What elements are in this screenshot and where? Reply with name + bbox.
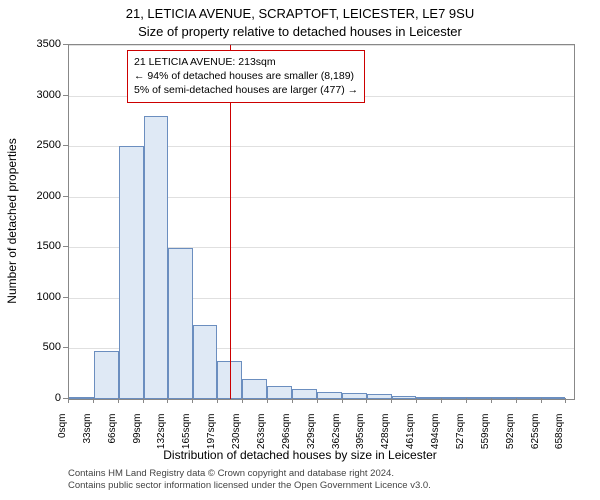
y-tick-label: 1500 (11, 240, 61, 252)
histogram-bar (465, 397, 490, 399)
y-tick-label: 1000 (11, 291, 61, 303)
annotation-box: 21 LETICIA AVENUE: 213sqm ← 94% of detac… (127, 50, 365, 103)
annotation-line1: 21 LETICIA AVENUE: 213sqm (134, 55, 358, 69)
y-tick-label: 500 (11, 341, 61, 353)
y-tick-label: 2000 (11, 190, 61, 202)
histogram-bar (94, 351, 119, 399)
histogram-bar (416, 397, 441, 399)
chart-title: 21, LETICIA AVENUE, SCRAPTOFT, LEICESTER… (0, 6, 600, 21)
chart-subtitle: Size of property relative to detached ho… (0, 24, 600, 39)
annotation-line2: ← 94% of detached houses are smaller (8,… (134, 69, 358, 83)
histogram-bar (515, 397, 540, 399)
histogram-bar (242, 379, 267, 399)
histogram-bar (367, 394, 392, 399)
histogram-bar (317, 392, 342, 399)
histogram-bar (540, 397, 565, 399)
plot-area: 21 LETICIA AVENUE: 213sqm ← 94% of detac… (68, 44, 575, 400)
histogram-bar (342, 393, 367, 399)
histogram-bar (119, 146, 144, 399)
footer-line2: Contains public sector information licen… (68, 480, 573, 492)
chart-footer: Contains HM Land Registry data © Crown c… (68, 468, 573, 493)
histogram-bar (292, 389, 317, 399)
histogram-bar (441, 397, 466, 399)
y-axis-label: Number of detached properties (5, 138, 19, 303)
annotation-line3: 5% of semi-detached houses are larger (4… (134, 83, 358, 97)
histogram-bar (69, 397, 94, 399)
y-tick-label: 2500 (11, 139, 61, 151)
histogram-bar (144, 116, 169, 399)
histogram-bar (168, 248, 193, 399)
histogram-bar (193, 325, 218, 399)
y-tick-label: 3500 (11, 38, 61, 50)
x-axis-label: Distribution of detached houses by size … (0, 448, 600, 462)
y-tick-label: 0 (11, 392, 61, 404)
property-size-chart: 21, LETICIA AVENUE, SCRAPTOFT, LEICESTER… (0, 0, 600, 500)
y-tick-label: 3000 (11, 89, 61, 101)
histogram-bar (267, 386, 292, 399)
histogram-bar (392, 396, 417, 399)
footer-line1: Contains HM Land Registry data © Crown c… (68, 468, 573, 480)
histogram-bar (490, 397, 515, 399)
